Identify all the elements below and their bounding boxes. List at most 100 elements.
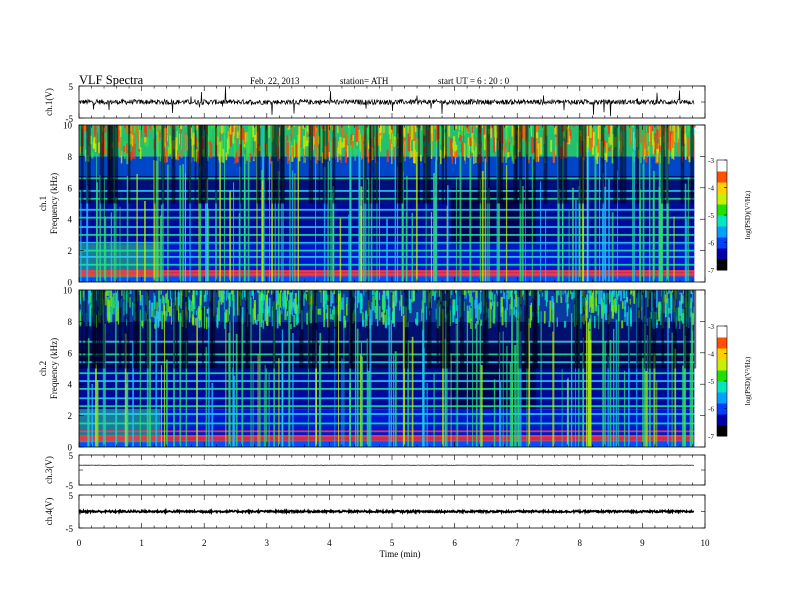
spectrogram-noise: [552, 150, 555, 163]
spectrogram-noise: [104, 290, 107, 293]
sferic-line: [315, 153, 317, 282]
sferic-line: [411, 336, 414, 447]
sferic-line: [689, 353, 692, 447]
dark-streak: [118, 290, 122, 369]
spectrogram-noise: [108, 290, 110, 293]
dark-streak: [315, 290, 318, 369]
spectrogram-noise: [286, 311, 288, 317]
spectrogram-noise: [314, 137, 317, 146]
spectrogram-noise: [504, 145, 507, 153]
y-tick-label: 4: [68, 380, 73, 390]
sferic-line: [459, 152, 462, 282]
spectrogram-noise: [180, 147, 183, 159]
spectrogram-noise: [421, 300, 425, 313]
sferic-line: [263, 179, 265, 282]
spectrogram-noise: [158, 307, 161, 321]
sferic-line: [241, 317, 244, 447]
spectrogram-noise: [408, 290, 411, 310]
spectrogram-noise: [611, 148, 613, 164]
spectrogram-noise: [523, 290, 525, 295]
sferic-line: [96, 182, 99, 282]
spectrogram-noise: [399, 300, 401, 311]
spectrogram-noise: [624, 306, 626, 317]
spectrogram-noise: [652, 142, 655, 155]
spectrogram-noise: [233, 139, 236, 158]
sferic-line: [486, 145, 488, 282]
spectrogram-noise: [270, 290, 273, 295]
persistent-line: [79, 361, 695, 364]
spectrogram-noise: [673, 137, 675, 160]
dark-streak: [680, 125, 685, 204]
spectrogram-noise: [223, 297, 225, 311]
spectrogram-noise: [454, 151, 457, 158]
y-tick-label: 2: [68, 411, 73, 421]
spectrogram-noise: [283, 300, 285, 308]
spectrogram-noise: [476, 125, 478, 127]
sferic-line: [393, 354, 395, 447]
spectrogram-noise: [420, 154, 422, 162]
dark-streak: [582, 290, 586, 369]
sferic-line: [455, 325, 457, 447]
spectrogram-noise: [687, 125, 689, 136]
spectrogram-noise: [678, 138, 680, 155]
spectrogram-noise: [326, 294, 328, 300]
sferic-line: [654, 353, 656, 447]
spectrogram-noise: [693, 135, 695, 159]
spectrogram-noise: [129, 290, 132, 295]
colorbar-tick-label: -3: [708, 323, 714, 331]
sferic-line: [587, 322, 589, 447]
ch2-spectrogram-panel: 0 2 4 6 8 10 ch.2 Frequency (kHz): [38, 286, 706, 453]
y-tick-label: 10: [63, 286, 73, 296]
spectrogram-noise: [198, 306, 202, 321]
spectrogram-noise: [313, 130, 316, 145]
spectrogram-noise: [423, 290, 425, 309]
spectrogram-noise: [88, 290, 92, 303]
spectrogram-noise: [304, 290, 306, 299]
spectrogram-noise: [407, 126, 409, 134]
sferic-line: [102, 304, 105, 447]
spectrogram-noise: [589, 318, 591, 330]
spectrogram-noise: [188, 290, 191, 293]
dark-streak: [335, 290, 338, 369]
dark-streak: [372, 125, 375, 204]
spectrogram-noise: [438, 290, 441, 297]
sferic-line: [215, 189, 217, 282]
spectrogram-noise: [203, 306, 206, 329]
spectrogram-noise: [255, 319, 258, 325]
spectrogram-noise: [511, 125, 514, 137]
spectrogram-noise: [606, 142, 608, 163]
spectrogram-noise: [90, 293, 92, 316]
colorbar-swatch: [717, 359, 727, 371]
sferic-line: [259, 297, 261, 447]
spectrogram-noise: [693, 125, 696, 128]
spectrogram-noise: [110, 290, 113, 307]
spectrogram-noise: [144, 137, 147, 143]
sferic-line: [271, 161, 273, 282]
spectrogram-noise: [104, 291, 107, 306]
sferic-line: [362, 143, 365, 282]
spectrogram-noise: [461, 144, 462, 157]
spectrogram-noise: [543, 311, 546, 324]
spectrogram-noise: [338, 294, 341, 302]
spectrogram-noise: [380, 132, 382, 149]
dark-streak: [181, 290, 185, 369]
spectrogram-noise: [667, 125, 670, 127]
spectrogram-noise: [439, 126, 442, 145]
spectrogram-noise: [289, 134, 292, 141]
spectrogram-noise: [250, 125, 252, 140]
spectrogram-noise: [159, 153, 161, 162]
spectrogram-noise: [507, 152, 510, 158]
spectrogram-noise: [665, 139, 667, 148]
spectrogram-noise: [615, 290, 617, 307]
spectrogram-noise: [474, 137, 477, 147]
spectrogram-noise: [522, 290, 524, 295]
spectrogram-noise: [125, 290, 129, 301]
spectrogram-noise: [257, 313, 260, 322]
spectrogram-noise: [510, 290, 513, 292]
dark-streak: [437, 125, 439, 204]
spectrogram-noise: [164, 125, 167, 129]
dark-streak: [279, 125, 283, 204]
sferic-line: [208, 307, 210, 447]
spectrogram-noise: [360, 139, 363, 160]
spectrogram-noise: [157, 125, 161, 141]
